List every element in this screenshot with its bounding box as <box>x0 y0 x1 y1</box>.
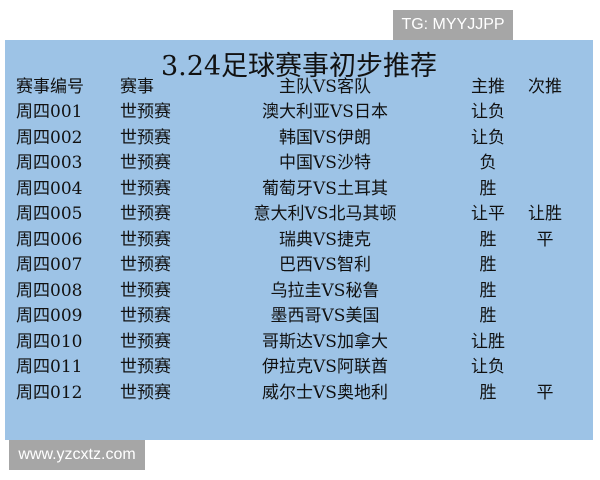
recommendation-table: 3.24足球赛事初步推荐 赛事编号 赛事 主队VS客队 主推 次推 周四001 世… <box>5 40 593 440</box>
header-teams: 主队VS客队 <box>279 77 371 97</box>
second-pick: 平 <box>536 382 554 403</box>
table-header: 赛事编号 赛事 主队VS客队 主推 次推 <box>5 75 593 100</box>
match-type: 世预赛 <box>120 229 171 250</box>
match-id: 周四005 <box>16 204 83 224</box>
second-pick: 平 <box>536 229 554 250</box>
table-row: 周四012 世预赛 威尔士VS奥地利 胜 平 <box>5 381 593 406</box>
table-row: 周四011 世预赛 伊拉克VS阿联酋 让负 <box>5 355 593 380</box>
watermark-tg: TG: MYYJJPP <box>393 10 513 40</box>
match-id: 周四010 <box>16 331 83 352</box>
match-type: 世预赛 <box>120 255 171 275</box>
teams: 瑞典VS捷克 <box>279 229 371 250</box>
table-title: 3.24足球赛事初步推荐 <box>160 51 438 82</box>
main-pick: 让负 <box>471 102 505 122</box>
teams: 葡萄牙VS土耳其 <box>262 178 388 199</box>
match-type: 世预赛 <box>120 306 171 326</box>
table-row: 周四004 世预赛 葡萄牙VS土耳其 胜 <box>5 177 593 202</box>
main-pick: 让胜 <box>471 331 505 352</box>
main-pick: 胜 <box>479 382 497 403</box>
main-pick: 负 <box>479 153 497 173</box>
main-pick: 让平 <box>471 204 505 224</box>
match-id: 周四008 <box>16 280 83 301</box>
table-row: 周四002 世预赛 韩国VS伊朗 让负 <box>5 126 593 151</box>
teams: 韩国VS伊朗 <box>279 127 371 148</box>
main-pick: 胜 <box>479 229 497 250</box>
match-id: 周四012 <box>16 382 83 403</box>
match-type: 世预赛 <box>120 331 171 352</box>
match-type: 世预赛 <box>120 178 171 199</box>
main-pick: 让负 <box>471 357 505 377</box>
table-row: 周四008 世预赛 乌拉圭VS秘鲁 胜 <box>5 279 593 304</box>
table-row: 周四009 世预赛 墨西哥VS美国 胜 <box>5 304 593 329</box>
match-id: 周四002 <box>16 127 83 148</box>
teams: 哥斯达VS加拿大 <box>262 331 388 352</box>
table-row: 周四005 世预赛 意大利VS北马其顿 让平 让胜 <box>5 202 593 227</box>
header-second-pick: 次推 <box>528 77 562 97</box>
teams: 澳大利亚VS日本 <box>262 102 388 122</box>
main-pick: 胜 <box>479 280 497 301</box>
match-id: 周四006 <box>16 229 83 250</box>
main-pick: 胜 <box>479 178 497 199</box>
teams: 意大利VS北马其顿 <box>253 204 397 224</box>
table-row: 周四003 世预赛 中国VS沙特 负 <box>5 151 593 176</box>
table-row: 周四010 世预赛 哥斯达VS加拿大 让胜 <box>5 330 593 355</box>
teams: 威尔士VS奥地利 <box>262 382 388 403</box>
main-pick: 让负 <box>471 127 505 148</box>
match-id: 周四003 <box>16 153 83 173</box>
table-row: 周四006 世预赛 瑞典VS捷克 胜 平 <box>5 228 593 253</box>
match-type: 世预赛 <box>120 102 171 122</box>
match-type: 世预赛 <box>120 204 171 224</box>
main-pick: 胜 <box>479 255 497 275</box>
header-main-pick: 主推 <box>471 77 505 97</box>
match-type: 世预赛 <box>120 382 171 403</box>
teams: 巴西VS智利 <box>279 255 371 275</box>
match-id: 周四007 <box>16 255 83 275</box>
match-type: 世预赛 <box>120 357 171 377</box>
teams: 中国VS沙特 <box>279 153 371 173</box>
table-row: 周四001 世预赛 澳大利亚VS日本 让负 <box>5 100 593 125</box>
teams: 伊拉克VS阿联酋 <box>262 357 388 377</box>
match-id: 周四009 <box>16 306 83 326</box>
match-type: 世预赛 <box>120 153 171 173</box>
header-match: 赛事 <box>120 77 154 97</box>
teams: 墨西哥VS美国 <box>270 306 380 326</box>
main-pick: 胜 <box>479 306 497 326</box>
match-type: 世预赛 <box>120 280 171 301</box>
match-type: 世预赛 <box>120 127 171 148</box>
header-id: 赛事编号 <box>16 77 84 97</box>
teams: 乌拉圭VS秘鲁 <box>270 280 380 301</box>
match-id: 周四004 <box>16 178 83 199</box>
watermark-site: www.yzcxtz.com <box>9 440 145 470</box>
match-id: 周四011 <box>16 357 83 377</box>
match-id: 周四001 <box>16 102 83 122</box>
table-row: 周四007 世预赛 巴西VS智利 胜 <box>5 253 593 278</box>
second-pick: 让胜 <box>528 204 562 224</box>
